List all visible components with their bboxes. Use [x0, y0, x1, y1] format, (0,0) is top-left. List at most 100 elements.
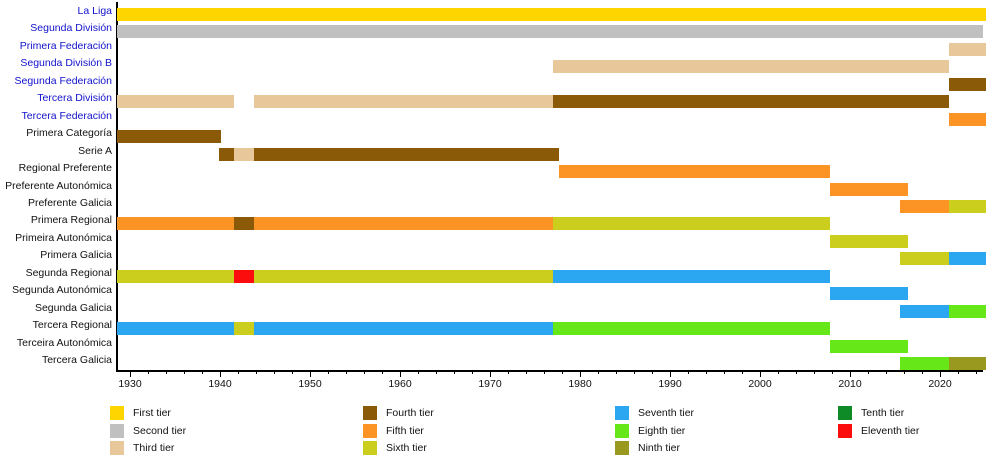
x-tick-minor — [724, 370, 725, 374]
bar-segment-sixth-tier[interactable] — [234, 322, 254, 336]
bar-segment-fifth-tier[interactable] — [253, 217, 553, 231]
legend-label: Fifth tier — [386, 424, 424, 437]
legend-swatch-sixth-tier — [363, 441, 377, 455]
category-label[interactable]: Primera Federación — [19, 39, 112, 52]
x-tick-minor — [292, 370, 293, 374]
bar-segment-first-tier[interactable] — [117, 8, 987, 21]
bar-row — [117, 182, 983, 196]
legend-item-eleventh-tier[interactable]: Eleventh tier — [838, 423, 920, 438]
x-tick-minor — [904, 370, 905, 374]
bar-segment-eighth-tier[interactable] — [900, 357, 949, 370]
legend-item-seventh-tier[interactable]: Seventh tier — [615, 406, 694, 420]
bar-segment-sixth-tier[interactable] — [900, 252, 949, 266]
bar-segment-fifth-tier[interactable] — [948, 112, 987, 126]
bar-segment-fourth-tier[interactable] — [948, 77, 987, 91]
x-tick-label: 2000 — [748, 378, 772, 390]
bar-segment-fourth-tier[interactable] — [253, 147, 559, 161]
x-tick-label: 1990 — [658, 378, 682, 390]
bar-segment-fifth-tier[interactable] — [117, 217, 234, 231]
bar-segment-fifth-tier[interactable] — [900, 199, 949, 213]
legend-item-second-tier[interactable]: Second tier — [110, 423, 186, 438]
legend-item-ninth-tier[interactable]: Ninth tier — [615, 441, 680, 455]
bar-segment-seventh-tier[interactable] — [829, 287, 909, 301]
x-tick-minor — [454, 370, 455, 374]
legend-swatch-fourth-tier — [363, 406, 377, 420]
bar-segment-fourth-tier[interactable] — [218, 147, 234, 161]
x-tick-minor — [328, 370, 329, 374]
x-tick-label: 2010 — [838, 378, 862, 390]
bar-segment-seventh-tier[interactable] — [117, 322, 234, 336]
legend-swatch-second-tier — [110, 423, 124, 438]
bar-segment-sixth-tier[interactable] — [552, 217, 830, 231]
bar-segment-eighth-tier[interactable] — [829, 339, 909, 353]
bar-segment-sixth-tier[interactable] — [117, 269, 234, 283]
bar-segment-eighth-tier[interactable] — [552, 322, 830, 336]
x-tick-minor — [274, 370, 275, 374]
bar-segment-fifth-tier[interactable] — [558, 165, 830, 179]
category-label[interactable]: Tercera División — [37, 92, 112, 105]
legend-item-tenth-tier[interactable]: Tenth tier — [838, 406, 904, 420]
bar-segment-third-tier[interactable] — [253, 95, 553, 109]
bar-row — [117, 130, 983, 144]
category-label[interactable]: Segunda División B — [20, 57, 112, 70]
bar-segment-seventh-tier[interactable] — [552, 269, 830, 283]
bar-row — [117, 8, 987, 21]
bar-row — [117, 77, 987, 91]
category-label[interactable]: Segunda Federación — [14, 74, 113, 87]
x-tick-minor — [256, 370, 257, 374]
bar-segment-third-tier[interactable] — [234, 147, 254, 161]
bar-segment-seventh-tier[interactable] — [948, 252, 987, 266]
bar-segment-seventh-tier[interactable] — [253, 322, 553, 336]
legend-swatch-tenth-tier — [838, 406, 852, 420]
bar-row — [117, 339, 983, 353]
x-tick-label: 1970 — [478, 378, 502, 390]
category-label: Primera Categoría — [26, 127, 112, 140]
category-label[interactable]: Segunda División — [30, 22, 112, 35]
bar-segment-third-tier[interactable] — [552, 60, 949, 74]
x-tick-minor — [742, 370, 743, 374]
legend-item-sixth-tier[interactable]: Sixth tier — [363, 441, 427, 455]
bar-segment-sixth-tier[interactable] — [829, 234, 909, 248]
category-label: Serie A — [78, 144, 112, 157]
x-tick-major — [580, 370, 581, 377]
x-tick-label: 1930 — [118, 378, 142, 390]
legend-item-first-tier[interactable]: First tier — [110, 406, 171, 420]
bar-segment-fourth-tier[interactable] — [117, 130, 222, 144]
legend-label: Eleventh tier — [861, 424, 920, 437]
bar-row — [117, 322, 983, 336]
bar-segment-third-tier[interactable] — [117, 95, 234, 109]
category-label: Regional Preferente — [18, 162, 112, 175]
bar-segment-second-tier[interactable] — [117, 25, 983, 39]
legend-item-fifth-tier[interactable]: Fifth tier — [363, 423, 424, 438]
bar-row — [117, 25, 983, 39]
legend-item-third-tier[interactable]: Third tier — [110, 441, 174, 455]
bar-segment-sixth-tier[interactable] — [253, 269, 553, 283]
legend-label: Tenth tier — [861, 407, 905, 419]
bar-segment-fifth-tier[interactable] — [829, 182, 909, 196]
legend-item-fourth-tier[interactable]: Fourth tier — [363, 406, 434, 420]
x-tick-minor — [202, 370, 203, 374]
bar-row — [117, 112, 987, 126]
bar-segment-ninth-tier[interactable] — [948, 357, 987, 370]
category-label[interactable]: Tercera Federación — [21, 109, 112, 122]
bar-segment-eleventh-tier[interactable] — [234, 269, 254, 283]
x-tick-minor — [814, 370, 815, 374]
bar-segment-fourth-tier[interactable] — [552, 95, 949, 109]
bar-row — [117, 95, 983, 109]
legend-label: Eighth tier — [638, 424, 686, 437]
bar-segment-sixth-tier[interactable] — [948, 199, 987, 213]
legend-item-eighth-tier[interactable]: Eighth tier — [615, 423, 686, 438]
category-label[interactable]: La Liga — [77, 5, 112, 17]
x-tick-minor — [616, 370, 617, 374]
bar-segment-fourth-tier[interactable] — [234, 217, 254, 231]
x-tick-minor — [508, 370, 509, 374]
bar-row — [117, 165, 983, 179]
bar-row — [117, 199, 987, 213]
bar-segment-third-tier[interactable] — [948, 42, 987, 56]
x-tick-minor — [796, 370, 797, 374]
x-tick-minor — [688, 370, 689, 374]
bar-segment-seventh-tier[interactable] — [900, 304, 949, 318]
legend-swatch-eleventh-tier — [838, 423, 852, 438]
bar-segment-eighth-tier[interactable] — [948, 304, 987, 318]
x-tick-minor — [634, 370, 635, 374]
